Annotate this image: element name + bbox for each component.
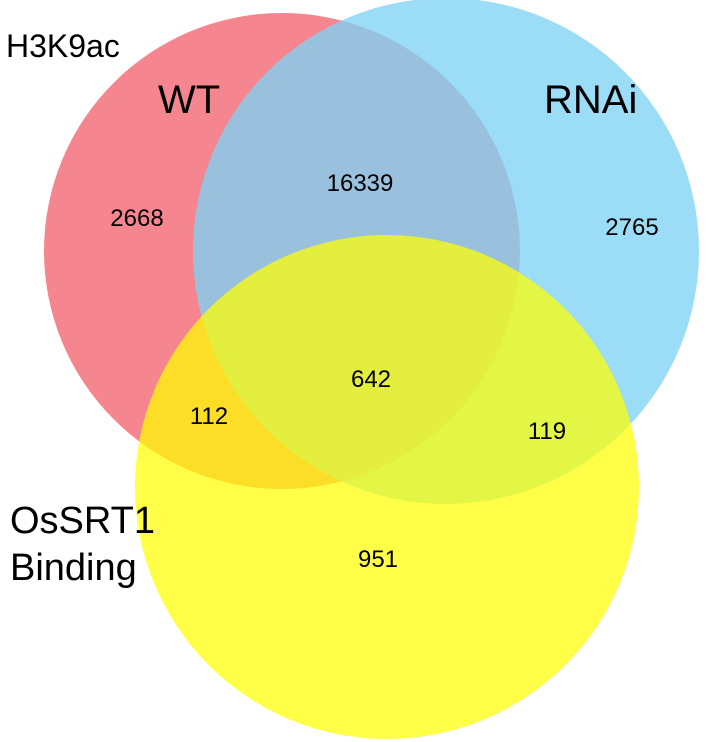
binding-circle <box>135 235 639 739</box>
count-wt-rnai: 16339 <box>327 170 394 197</box>
count-binding-only: 951 <box>358 546 398 573</box>
wt-label: WT <box>158 78 220 122</box>
count-wt-only: 2668 <box>110 205 163 232</box>
rnai-label: RNAi <box>544 78 637 122</box>
count-rnai-only: 2765 <box>605 214 658 241</box>
count-wt-binding: 112 <box>190 403 228 430</box>
binding-label-line1: OsSRT1 <box>10 500 155 542</box>
count-rnai-binding: 119 <box>528 418 566 445</box>
title-label: H3K9ac <box>6 28 120 64</box>
binding-label-line2: Binding <box>10 547 137 589</box>
count-all-three: 642 <box>351 366 391 393</box>
